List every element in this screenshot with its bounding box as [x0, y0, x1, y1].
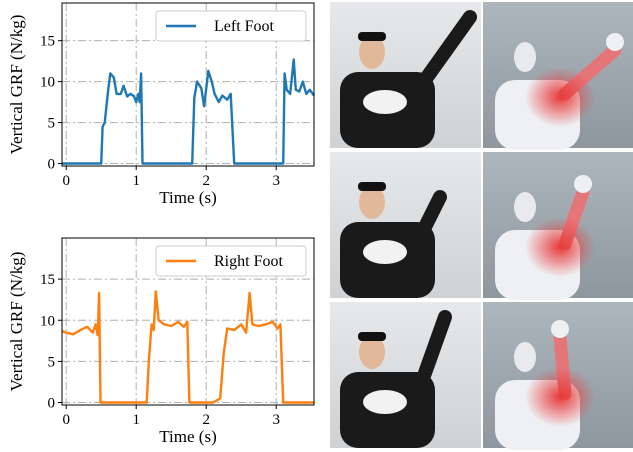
person-logo — [363, 390, 407, 414]
y-tick-label: 15 — [40, 34, 55, 50]
avatar-heat — [525, 367, 595, 427]
y-tick-label: 10 — [40, 313, 55, 329]
x-axis-label: Time (s) — [159, 427, 216, 446]
x-axis-label: Time (s) — [159, 188, 216, 207]
avatar-head — [514, 192, 536, 222]
person-arm — [413, 10, 477, 94]
person-head — [359, 335, 385, 369]
person-cap — [358, 332, 386, 341]
legend-box — [155, 245, 307, 277]
person-cap — [358, 32, 386, 41]
avatar-heat — [525, 217, 595, 277]
avatar-hand — [551, 320, 569, 338]
avatar-head — [514, 42, 536, 72]
subplot: 0 1 2 3 0 5 10 15 Time (s) Vertical GRF (N/kg) Lef… — [7, 2, 315, 207]
y-tick-label: 0 — [48, 396, 56, 412]
legend-box — [155, 10, 307, 42]
person-logo — [363, 90, 407, 114]
series-line — [61, 290, 314, 404]
avatar-hand — [574, 175, 592, 193]
y-axis-label: Vertical GRF (N/kg) — [7, 15, 26, 155]
y-axis-label: Vertical GRF (N/kg) — [7, 252, 26, 392]
x-tick-label: 2 — [202, 173, 210, 189]
person-cap — [358, 182, 386, 191]
y-tick-label: 5 — [48, 116, 56, 132]
x-tick-label: 2 — [202, 412, 210, 428]
x-tick-label: 1 — [132, 173, 140, 189]
plot-frame — [61, 2, 315, 167]
x-tick-label: 3 — [272, 412, 280, 428]
person-head — [359, 185, 385, 219]
person-logo — [363, 240, 407, 264]
x-tick-label: 0 — [62, 412, 70, 428]
legend-label: Right Foot — [214, 253, 283, 270]
x-tick-label: 1 — [132, 412, 140, 428]
avatar-heat — [525, 67, 595, 127]
series-line — [62, 58, 315, 165]
avatar-head — [514, 342, 536, 372]
y-tick-label: 10 — [40, 75, 55, 91]
photo-grid — [330, 2, 633, 450]
person-head — [359, 35, 385, 69]
person-arm — [413, 190, 447, 244]
plot-frame — [61, 237, 315, 406]
legend-label: Left Foot — [214, 18, 275, 35]
person-arm — [413, 310, 452, 394]
y-tick-label: 15 — [40, 272, 55, 288]
x-tick-label: 0 — [62, 173, 70, 189]
subplot: 0 1 2 3 0 5 10 15 Time (s) Vertical GRF (N/kg) Rig… — [7, 237, 315, 446]
x-tick-label: 3 — [272, 173, 280, 189]
avatar-hand — [606, 33, 624, 51]
y-tick-label: 5 — [48, 354, 56, 370]
y-tick-label: 0 — [48, 157, 56, 173]
